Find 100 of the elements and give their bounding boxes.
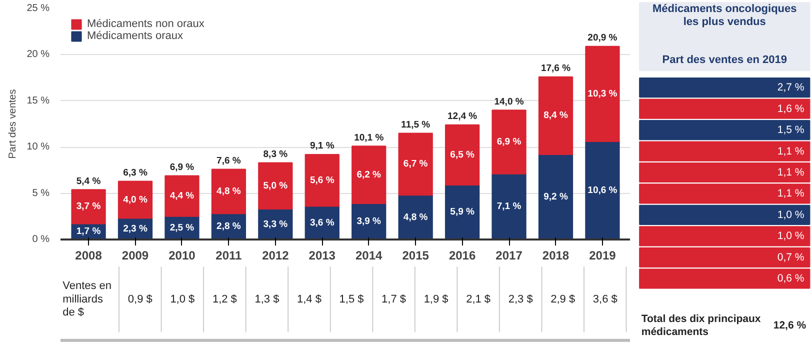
text: Total des dix principaux médicaments <box>641 312 761 338</box>
total-label: 7,6 % <box>216 156 242 167</box>
bar <box>71 189 106 224</box>
bar <box>118 180 153 219</box>
data-label: 1,2 $ <box>212 293 237 306</box>
y-tick-label: 10 % <box>26 142 50 153</box>
data-label: 1,5 $ <box>339 293 364 306</box>
total-label: 11,5 % <box>401 119 431 130</box>
total-label: 5,4 % <box>76 176 102 187</box>
x-tick-label: 2016 <box>448 248 476 262</box>
data-label: 2,9 $ <box>550 293 576 306</box>
y-tick-label: 0 % <box>32 234 50 245</box>
total-label: 6,9 % <box>170 162 195 173</box>
data-label: 10,3 % <box>588 88 618 100</box>
y-axis-title: Part des ventes <box>8 89 19 159</box>
bar <box>444 124 480 186</box>
bar <box>352 146 386 204</box>
total-label: 10,1 % <box>354 132 384 144</box>
data-label: 2,5 % <box>170 222 195 234</box>
bar <box>585 141 620 240</box>
data-label: 5,9 % <box>450 206 476 218</box>
bar <box>444 184 480 240</box>
data-label: 1,1 % <box>777 188 804 200</box>
bar <box>398 132 433 196</box>
total-label: 9,1 % <box>310 140 335 152</box>
data-label: 1,7 $ <box>382 293 406 306</box>
bar <box>492 110 526 174</box>
bar <box>492 173 526 240</box>
bar <box>585 46 620 142</box>
data-label: 1,3 $ <box>254 293 280 306</box>
data-label: 6,5 % <box>450 149 476 160</box>
y-tick-label: 15 % <box>26 95 50 106</box>
data-label: 1,9 $ <box>424 293 448 306</box>
x-tick-label: 2013 <box>308 248 336 262</box>
data-label: 10,6 % <box>588 185 618 196</box>
data-label: 2,7 % <box>777 82 804 94</box>
data-label: 1,5 % <box>777 124 804 136</box>
x-tick-label: 2012 <box>262 248 290 262</box>
text: Part des ventes en 2019 <box>662 54 787 66</box>
total-label: 12,4 % <box>448 111 478 122</box>
total-label: 6,3 % <box>123 168 148 179</box>
total-label: 17,6 % <box>540 63 572 74</box>
x-tick-label: 2014 <box>356 248 383 262</box>
text: Médicaments oncologiques les plus vendus <box>652 2 797 28</box>
total-label: 20,9 % <box>588 32 618 44</box>
x-tick-label: 2015 <box>402 248 430 262</box>
data-label: 3,6 % <box>310 217 335 228</box>
data-label: 3,6 $ <box>592 293 618 306</box>
data-label: 3,9 % <box>356 216 382 227</box>
bar <box>164 175 200 217</box>
x-tick-label: 2017 <box>496 248 523 262</box>
data-label: 2,8 % <box>216 221 242 232</box>
legend-label: Médicaments non oraux <box>87 18 204 30</box>
bar <box>211 168 246 214</box>
data-label: 7,1 % <box>496 201 522 212</box>
data-label: 3,3 % <box>263 218 288 230</box>
x-tick-label: 2008 <box>75 248 102 262</box>
data-label: 8,4 % <box>544 110 568 122</box>
y-tick-label: 20 % <box>26 49 50 60</box>
bar <box>304 154 340 207</box>
data-label: 2,1 $ <box>466 293 491 306</box>
data-label: 5,0 % <box>263 180 288 192</box>
data-label: 6,2 % <box>356 169 382 180</box>
data-label: 1,6 % <box>777 102 804 115</box>
data-label: 1,1 % <box>777 166 804 178</box>
bar <box>538 154 574 240</box>
x-tick-label: 2019 <box>589 248 616 262</box>
text: Ventes en milliards de $ <box>62 280 112 319</box>
data-label: 4,4 % <box>170 190 195 202</box>
y-tick-label: 25 % <box>26 3 50 14</box>
data-label: 1,0 % <box>777 208 804 221</box>
data-label: 1,0 $ <box>170 293 195 306</box>
data-label: 0,7 % <box>777 251 804 264</box>
data-label: 0,9 $ <box>128 293 152 306</box>
data-label: 2,3 $ <box>508 293 533 306</box>
data-label: 4,8 % <box>216 186 242 197</box>
data-label: 2,3 % <box>123 223 148 234</box>
x-tick-label: 2011 <box>216 248 242 262</box>
data-label: 3,7 % <box>76 201 102 212</box>
data-label: 5,6 % <box>310 174 335 186</box>
data-label: 6,7 % <box>403 158 428 170</box>
y-tick-label: 5 % <box>32 188 50 199</box>
data-label: 0,6 % <box>777 272 804 285</box>
x-tick-label: 2009 <box>122 248 149 262</box>
data-label: 6,9 % <box>496 136 522 148</box>
bar <box>538 76 574 155</box>
data-label: 1,7 % <box>76 226 102 238</box>
data-label: 4,8 % <box>403 212 428 223</box>
data-label: 9,2 % <box>544 191 568 202</box>
data-label: 1,1 % <box>777 145 804 158</box>
x-tick-label: 2010 <box>168 248 196 262</box>
data-label: 1,4 $ <box>297 293 322 306</box>
total-label: 8,3 % <box>263 149 288 160</box>
x-tick-label: 2018 <box>542 248 570 262</box>
data-label: 1,0 % <box>777 230 804 242</box>
bar <box>258 162 293 210</box>
data-label: 4,0 % <box>123 194 148 206</box>
total-label: 14,0 % <box>494 96 524 108</box>
legend-label: Médicaments oraux <box>87 30 183 42</box>
text: 12,6 % <box>773 319 806 332</box>
